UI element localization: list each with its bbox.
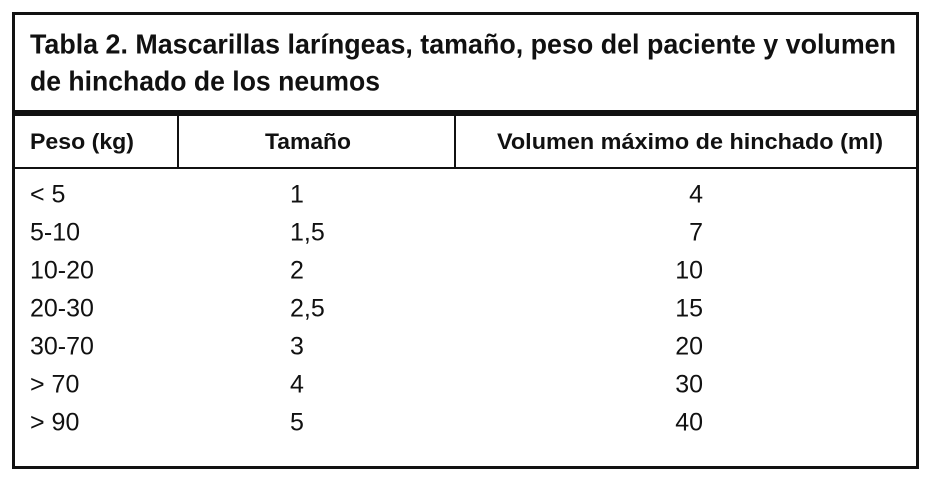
- table-cell: 5-10: [30, 219, 80, 247]
- column-header: Peso (kg): [30, 129, 134, 154]
- column-header: Volumen máximo de hinchado (ml): [497, 129, 883, 154]
- outer-border: [12, 12, 919, 469]
- table-cell: 1,5: [290, 219, 325, 247]
- title-line: Tabla 2. Mascarillas laríngeas, tamaño, …: [30, 28, 896, 59]
- table-cell: 10: [675, 257, 703, 285]
- table-cell: 20-30: [30, 295, 94, 323]
- table-cell: > 70: [30, 371, 79, 399]
- table-cell: < 5: [30, 181, 65, 209]
- table-cell: 5: [290, 409, 304, 437]
- table-cell: 2,5: [290, 295, 325, 323]
- table-cell: 4: [290, 371, 304, 399]
- table-cell: 4: [689, 181, 703, 209]
- table-cell: 3: [290, 333, 304, 361]
- table-cell: 20: [675, 333, 703, 361]
- table-cell: 15: [675, 295, 703, 323]
- title-line: de hinchado de los neumos: [30, 65, 380, 96]
- table-body: < 5 1 4 5-10 1,5 7 10-20 2 10 20-30 2,5 15 30-70 3 20 >…: [30, 181, 703, 437]
- column-header: Tamaño: [265, 129, 351, 154]
- table-cell: 30: [675, 371, 703, 399]
- table-cell: 1: [290, 181, 304, 209]
- table-cell: 2: [290, 257, 304, 285]
- table-cell: 10-20: [30, 257, 94, 285]
- table-cell: 7: [689, 219, 703, 247]
- table-cell: 30-70: [30, 333, 94, 361]
- title-rule: [13, 110, 918, 116]
- table-cell: 40: [675, 409, 703, 437]
- table-cell: > 90: [30, 409, 79, 437]
